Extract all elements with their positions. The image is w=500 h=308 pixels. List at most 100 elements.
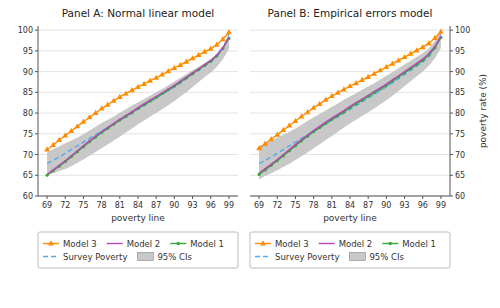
- tick-mark: [368, 196, 369, 199]
- y-tick-label: 80: [455, 109, 465, 118]
- tick-mark: [422, 196, 423, 199]
- y-axis-line: [450, 26, 451, 196]
- y-tick-label: 80: [23, 109, 33, 118]
- x-tick-label: 96: [206, 201, 216, 210]
- tick-mark: [210, 196, 211, 199]
- legend-symbol: [43, 256, 59, 257]
- grid-line: [250, 175, 450, 176]
- y-tick-label: 60: [23, 192, 33, 201]
- marker: [274, 131, 280, 136]
- legend-item: Survey Poverty: [255, 252, 339, 262]
- legend-label: 95% CIs: [369, 252, 404, 262]
- legend-label: Survey Poverty: [275, 252, 339, 262]
- marker: [129, 87, 135, 92]
- marker: [262, 141, 268, 146]
- tick-mark: [450, 175, 453, 176]
- x-tick-label: 84: [133, 201, 143, 210]
- y-tick-label: 85: [23, 88, 33, 97]
- marker: [153, 75, 159, 80]
- tick-mark: [35, 133, 38, 134]
- x-tick-label: 78: [97, 201, 107, 210]
- ci-band: [47, 34, 229, 175]
- legend-box: [250, 232, 450, 268]
- marker: [293, 118, 299, 123]
- marker: [305, 109, 311, 114]
- marker: [257, 173, 260, 176]
- marker: [323, 97, 329, 102]
- grid-line: [38, 30, 238, 31]
- tick-mark: [450, 50, 453, 51]
- grid-line: [250, 92, 450, 93]
- marker: [166, 68, 172, 73]
- legend-symbol: [137, 253, 153, 261]
- panel: 6972757881848790939699606570758085909510…: [250, 7, 488, 268]
- x-tick-label: 69: [42, 201, 52, 210]
- x-tick-label: 90: [381, 201, 391, 210]
- marker: [335, 90, 341, 95]
- ci-band: [259, 31, 441, 179]
- legend-label: Model 3: [63, 239, 97, 249]
- tick-mark: [35, 92, 38, 93]
- y-tick-label: 95: [455, 47, 465, 56]
- marker: [287, 122, 293, 127]
- series-line: [47, 38, 229, 175]
- marker: [184, 58, 190, 63]
- y-tick-label: 70: [455, 151, 465, 160]
- marker: [159, 71, 165, 76]
- legend-label: Model 1: [402, 239, 436, 249]
- marker: [214, 41, 220, 46]
- marker: [432, 35, 438, 40]
- y-tick-label: 85: [455, 88, 465, 97]
- x-tick-label: 99: [436, 201, 446, 210]
- tick-mark: [450, 113, 453, 114]
- tick-mark: [313, 196, 314, 199]
- marker: [390, 61, 396, 66]
- marker: [281, 127, 287, 132]
- tick-mark: [440, 196, 441, 199]
- y-tick-label: 75: [455, 130, 465, 139]
- plot-area: [256, 29, 443, 180]
- x-tick-label: 93: [187, 201, 197, 210]
- marker: [196, 52, 202, 57]
- marker: [256, 145, 262, 150]
- tick-mark: [386, 196, 387, 199]
- legend-label: Model 2: [127, 239, 161, 249]
- tick-mark: [295, 196, 296, 199]
- tick-mark: [156, 196, 157, 199]
- x-tick-label: 99: [224, 201, 234, 210]
- tick-mark: [83, 196, 84, 199]
- marker: [438, 29, 444, 34]
- y-tick-label: 75: [23, 130, 33, 139]
- x-axis-label: poverty line: [323, 213, 377, 223]
- legend-item: Model 2: [107, 239, 161, 249]
- marker: [111, 97, 117, 102]
- tick-mark: [259, 196, 260, 199]
- panel-title: Panel B: Empirical errors model: [268, 7, 433, 19]
- marker: [378, 67, 384, 72]
- tick-mark: [35, 196, 38, 197]
- tick-mark: [174, 196, 175, 199]
- legend-item: Survey Poverty: [43, 252, 127, 262]
- legend-item: Model 2: [319, 239, 373, 249]
- marker: [135, 84, 141, 89]
- y-tick-label: 90: [23, 68, 33, 77]
- legend-symbol: [107, 243, 123, 244]
- tick-mark: [35, 175, 38, 176]
- y-tick-label: 95: [23, 47, 33, 56]
- tick-mark: [350, 196, 351, 199]
- marker: [426, 40, 432, 45]
- marker: [299, 113, 305, 118]
- tick-mark: [450, 196, 453, 197]
- y-tick-label: 65: [455, 171, 465, 180]
- marker: [226, 29, 232, 34]
- series-line: [47, 32, 229, 149]
- legend-symbol: [260, 240, 266, 245]
- x-tick-label: 78: [309, 201, 319, 210]
- marker: [317, 101, 323, 106]
- marker: [93, 110, 99, 115]
- grid-line: [250, 50, 450, 51]
- series-line: [47, 38, 229, 175]
- marker: [341, 86, 347, 91]
- marker: [178, 62, 184, 67]
- marker: [117, 94, 123, 99]
